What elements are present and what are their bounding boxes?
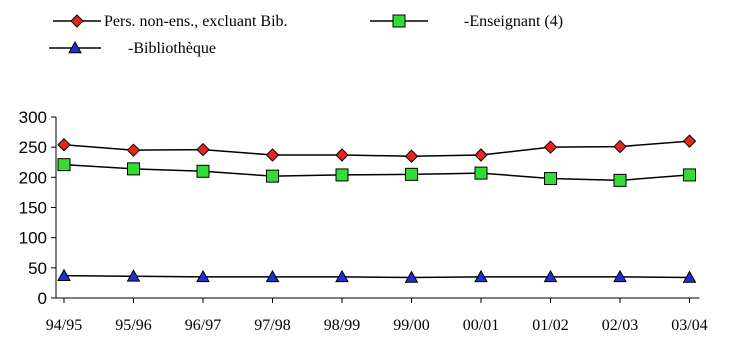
series-2-point-7 [543, 269, 558, 283]
x-tick-label-95-96: 95/96 [115, 317, 151, 334]
series-line-2 [63, 274, 690, 279]
x-tick-label-01-02: 01/02 [532, 317, 568, 334]
series-layer [57, 134, 697, 283]
series-0-point-2 [196, 142, 210, 157]
series-2-point-9 [682, 270, 697, 283]
series-0-point-5 [404, 149, 419, 163]
x-tick-label-02-03: 02/03 [602, 317, 638, 334]
series-2-point-4 [335, 269, 349, 283]
series-0-point-1 [126, 143, 141, 157]
x-tick-label-96-97: 96/97 [185, 317, 221, 334]
legend-marker-1 [392, 14, 406, 28]
series-1-point-2 [196, 164, 210, 178]
legend-marker-0 [70, 14, 84, 28]
series-1-point-0 [57, 158, 71, 172]
series-0-point-0 [57, 138, 71, 152]
series-1-point-4 [335, 168, 349, 182]
series-line-0 [63, 140, 690, 157]
y-tick-label-300: 300 [19, 108, 47, 127]
series-0 [57, 134, 697, 163]
series-2-point-0 [57, 268, 71, 281]
axes: 0 50 100 150 200 250 300 94/95 95/96 96/97 97/98 98… [19, 108, 708, 334]
series-1 [57, 158, 696, 187]
x-tick-label-03-04: 03/04 [671, 317, 707, 334]
legend: Pers. non-ens., excluant Bib. -Enseignant… [49, 13, 563, 57]
series-0-point-4 [335, 148, 349, 162]
series-2-point-1 [126, 269, 141, 282]
series-0-point-6 [474, 148, 488, 162]
legend-marker-2 [68, 40, 82, 54]
legend-label-2: -Bibliothèque [128, 40, 216, 57]
legend-label-1: -Enseignant (4) [464, 13, 563, 30]
series-1-point-8 [613, 173, 627, 187]
legend-item-2: -Bibliothèque [49, 40, 216, 57]
series-1-point-6 [474, 166, 488, 180]
x-tick-label-94-95: 94/95 [46, 317, 82, 334]
series-2-point-3 [265, 269, 280, 283]
series-line-1 [63, 163, 690, 182]
series-0-point-9 [682, 134, 697, 148]
series-0-point-7 [543, 140, 558, 154]
series-2-point-6 [474, 269, 488, 283]
x-tick-label-99-00: 99/00 [393, 317, 429, 334]
series-1-point-5 [405, 167, 418, 181]
series-1-point-3 [266, 169, 279, 183]
x-tick-label-98-99: 98/99 [324, 317, 360, 334]
series-1-point-9 [683, 168, 696, 182]
y-tick-label-250: 250 [19, 138, 47, 157]
series-1-point-7 [544, 172, 557, 186]
y-tick-label-200: 200 [19, 168, 47, 187]
y-tick-label-100: 100 [19, 229, 47, 248]
series-1-point-1 [127, 162, 140, 176]
series-2 [57, 268, 697, 283]
x-tick-label-00-01: 00/01 [463, 317, 499, 334]
legend-item-1: -Enseignant (4) [370, 13, 563, 30]
series-2-point-2 [196, 269, 210, 283]
legend-label-0: Pers. non-ens., excluant Bib. [104, 13, 288, 30]
x-tick-label-97-98: 97/98 [254, 317, 290, 334]
series-2-point-5 [404, 270, 419, 283]
series-0-point-3 [265, 148, 280, 162]
y-tick-label-0: 0 [38, 289, 47, 308]
series-0-point-8 [613, 139, 627, 154]
y-tick-label-50: 50 [28, 259, 47, 278]
y-tick-label-150: 150 [19, 199, 47, 218]
legend-item-0: Pers. non-ens., excluant Bib. [53, 13, 288, 30]
series-2-point-8 [613, 269, 627, 283]
